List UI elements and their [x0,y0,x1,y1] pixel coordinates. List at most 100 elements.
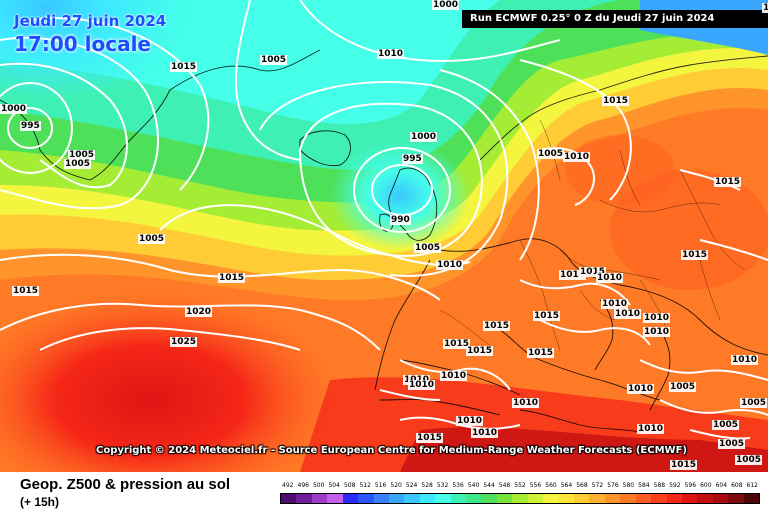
scale-swatch [574,494,590,503]
weather-map: Jeudi 27 juin 2024 17:00 locale Run ECMW… [0,0,768,472]
scale-label: 536 [452,482,464,489]
isobar-label: 1010 [471,428,499,438]
isobar-label: 1010 [614,309,642,319]
scale-swatch [697,494,713,503]
isobar-label: 1000 [410,132,438,142]
scale-swatch [543,494,559,503]
isobar-label: 1010 [731,355,759,365]
geopotential-field [0,0,768,472]
scale-swatch [419,494,436,503]
scale-label: 544 [483,482,495,489]
isobar-label: 1010 [601,299,629,309]
scale-label: 508 [343,482,356,489]
scale-label: 504 [328,482,340,489]
isobar-label: 1015 [416,433,444,443]
scale-label: 588 [653,482,666,489]
isobar-label: 1005 [718,439,746,449]
isobar-label: 1010 [440,371,468,381]
isobar-label: 1015 [483,321,511,331]
isobar-label: 1020 [185,307,213,317]
scale-label: 576 [607,482,619,489]
isobar-label: 1015 [533,311,561,321]
isobar-label: 1015 [218,273,246,283]
isobar-label: 1010 [643,327,671,337]
scale-swatch [496,494,513,503]
isobar-label: 1010 [643,313,671,323]
scale-swatch [728,494,744,503]
isobar-label: 990 [390,215,411,225]
scale-label: 552 [514,482,526,489]
isobar-label: 1010 [512,398,540,408]
scale-label: 520 [390,482,402,489]
scale-swatch [651,494,667,503]
isobar-label: 1000 [0,104,28,114]
isobar-label: 1015 [681,250,709,260]
scale-swatch [635,494,652,503]
isobar-label: 1010 [436,260,464,270]
scale-label: 608 [731,482,743,489]
isobar-label: 1010 [559,270,587,280]
scale-label: 600 [700,482,712,489]
isobars [0,0,768,440]
isobar-label: 1010 [563,152,591,162]
forecast-offset: (+ 15h) [20,495,60,509]
scale-swatch [450,494,467,503]
isobar-label: 1025 [170,337,198,347]
scale-label: 548 [498,482,511,489]
scale-swatch [358,494,374,503]
scale-label: 540 [467,482,480,489]
scale-label: 512 [359,482,371,489]
scale-label: 516 [374,482,387,489]
scale-label: 556 [529,482,542,489]
scale-label: 560 [545,482,557,489]
isobar-label: 1005 [138,234,166,244]
isobar-label: 1010 [408,380,436,390]
isobar-label: 1015 [602,96,630,106]
scale-swatch [589,494,605,503]
scale-label: 568 [576,482,588,489]
map-title: Geop. Z500 & pression au sol [20,476,231,493]
isobar-label: 1015 [12,286,40,296]
color-scale-bar [280,493,760,504]
scale-swatch [604,494,621,503]
scale-label: 496 [297,482,309,489]
scale-swatch [404,494,420,503]
isobar-label: 1010 [377,49,405,59]
isobar-label: 1015 [443,339,471,349]
scale-swatch [527,494,544,503]
isobar-label: 1015 [714,177,742,187]
scale-label: 596 [684,482,697,489]
isobar-label: 1015 [579,267,607,277]
isobar-label: 1005 [735,455,763,465]
scale-label: 564 [560,482,573,489]
scale-swatch [311,494,328,503]
scale-swatch [512,494,528,503]
isobar-label: 1005 [68,150,96,160]
scale-swatch [388,494,405,503]
legend-footer: Geop. Z500 & pression au sol (+ 15h) 492… [0,472,768,512]
scale-swatch [620,494,636,503]
scale-swatch [681,494,698,503]
scale-label: 524 [405,482,418,489]
isobar-label: 1005 [64,159,92,169]
scale-label: 572 [591,482,604,489]
scale-label: 492 [282,482,294,489]
scale-label: 532 [436,482,449,489]
scale-swatch [558,494,575,503]
isobar-label: 1005 [260,55,288,65]
scale-swatch [373,494,389,503]
color-scale-labels: 492 496 500 504 508 512 516 520 524 528 532 536 540 5… [280,481,760,491]
forecast-time: 17:00 locale [14,32,151,56]
isobar-label: 1000 [432,0,460,10]
isobar-label: 1005 [537,149,565,159]
isobar-label: 1005 [712,420,740,430]
isobar-label: 1005 [414,243,442,253]
run-info: Run ECMWF 0.25° 0 Z du Jeudi 27 juin 202… [462,10,768,28]
isobar-label: 1010 [637,424,665,434]
scale-swatch [327,494,343,503]
isobar-label: 1015 [670,460,698,470]
isobar-label: 995 [20,121,41,131]
isobar-label: 1010 [596,273,624,283]
scale-label: 580 [622,482,635,489]
scale-swatch [466,494,482,503]
